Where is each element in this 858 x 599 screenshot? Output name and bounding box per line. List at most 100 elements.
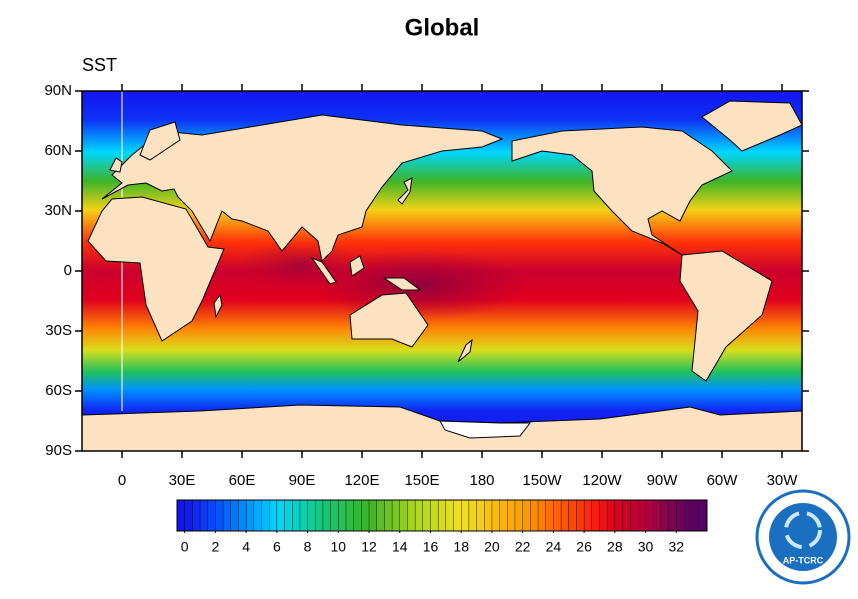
colorbar-box bbox=[322, 499, 332, 532]
colorbar-box bbox=[422, 499, 431, 532]
colorbar-box bbox=[668, 499, 677, 532]
colorbar-box bbox=[537, 499, 547, 532]
colorbar-label: 22 bbox=[515, 539, 531, 555]
colorbar-box bbox=[268, 499, 278, 532]
colorbar-box bbox=[215, 499, 224, 532]
colorbar-box bbox=[361, 499, 370, 532]
colorbar-box bbox=[345, 499, 355, 532]
colorbar-box bbox=[238, 499, 247, 532]
colorbar-box bbox=[284, 499, 293, 532]
colorbar-box bbox=[691, 499, 700, 532]
greenland bbox=[701, 100, 802, 152]
colorbar-label: 8 bbox=[304, 539, 312, 555]
colorbar-box bbox=[499, 499, 508, 532]
colorbar-label: 0 bbox=[181, 539, 189, 555]
colorbar-box bbox=[368, 499, 378, 532]
colorbar-box bbox=[560, 499, 570, 532]
colorbar: 0 2 4 6 8 10 12 14 16 18 20 22 24 26 28 30 32 bbox=[176, 499, 708, 555]
colorbar-label: 30 bbox=[638, 539, 654, 555]
colorbar-box bbox=[507, 499, 516, 532]
x-tick-label: 60W bbox=[707, 472, 739, 489]
new-zealand bbox=[457, 338, 473, 363]
x-tick-label: 180 bbox=[469, 472, 494, 489]
x-tick-label: 30W bbox=[767, 472, 799, 489]
y-tick-label: 30N bbox=[44, 202, 72, 219]
x-tick-label: 120E bbox=[344, 472, 379, 489]
colorbar-box bbox=[461, 499, 470, 532]
colorbar-box bbox=[299, 499, 309, 532]
map-title: Global bbox=[405, 14, 480, 41]
sumatra bbox=[310, 256, 337, 285]
ice-shelf bbox=[439, 420, 532, 439]
logo: AP-TCRC bbox=[755, 489, 851, 585]
colorbar-box bbox=[530, 499, 539, 532]
colorbar-box bbox=[176, 499, 186, 532]
colorbar-label: 4 bbox=[242, 539, 250, 555]
colorbar-box bbox=[353, 499, 362, 532]
colorbar-box bbox=[629, 499, 639, 532]
scandinavia bbox=[139, 121, 181, 161]
colorbar-label: 32 bbox=[668, 539, 684, 555]
borneo bbox=[349, 255, 365, 277]
south-america bbox=[679, 250, 773, 382]
colorbar-box bbox=[437, 499, 447, 532]
australia bbox=[349, 292, 429, 348]
logo-disc bbox=[769, 503, 837, 571]
colorbar-box bbox=[553, 499, 562, 532]
colorbar-label: 6 bbox=[273, 539, 281, 555]
colorbar-label: 16 bbox=[423, 539, 439, 555]
colorbar-box bbox=[606, 499, 616, 532]
colorbar-label: 28 bbox=[607, 539, 623, 555]
colorbar-box bbox=[407, 499, 416, 532]
colorbar-box bbox=[184, 499, 193, 532]
colorbar-box bbox=[583, 499, 593, 532]
colorbar-box bbox=[591, 499, 600, 532]
colorbar-box bbox=[222, 499, 232, 532]
colorbar-box bbox=[453, 499, 462, 532]
colorbar-box bbox=[384, 499, 393, 532]
colorbar-box bbox=[253, 499, 262, 532]
uk bbox=[109, 157, 123, 173]
colorbar-box bbox=[645, 499, 654, 532]
colorbar-label: 24 bbox=[546, 539, 562, 555]
colorbar-box bbox=[445, 499, 455, 532]
colorbar-box bbox=[614, 499, 624, 532]
colorbar-box bbox=[330, 499, 339, 532]
north-america bbox=[511, 126, 733, 256]
colorbar-label: 26 bbox=[576, 539, 592, 555]
map-area bbox=[82, 91, 802, 451]
colorbar-box bbox=[399, 499, 408, 532]
x-tick-label: 120W bbox=[582, 472, 622, 489]
colorbar-box bbox=[484, 499, 493, 532]
madagascar bbox=[213, 293, 223, 319]
x-tick-label: 60E bbox=[229, 472, 256, 489]
y-tick-label: 90S bbox=[45, 442, 72, 459]
eurasia bbox=[101, 114, 504, 263]
colorbar-box bbox=[276, 499, 286, 532]
colorbar-box bbox=[391, 499, 401, 532]
colorbar-box bbox=[653, 499, 662, 532]
y-tick-label: 60S bbox=[45, 382, 72, 399]
colorbar-box bbox=[468, 499, 478, 532]
colorbar-box bbox=[491, 499, 501, 532]
new-guinea bbox=[382, 277, 422, 291]
colorbar-box bbox=[430, 499, 439, 532]
colorbar-box bbox=[699, 499, 708, 532]
colorbar-box bbox=[230, 499, 239, 532]
colorbar-box bbox=[660, 499, 670, 532]
colorbar-box bbox=[207, 499, 216, 532]
colorbar-box bbox=[568, 499, 577, 532]
colorbar-box bbox=[476, 499, 485, 532]
x-tick-label: 30E bbox=[169, 472, 196, 489]
antarctica bbox=[82, 404, 802, 451]
x-tick-label: 0 bbox=[118, 472, 126, 489]
colorbar-box bbox=[637, 499, 647, 532]
colorbar-box bbox=[599, 499, 608, 532]
africa bbox=[87, 196, 225, 342]
colorbar-box bbox=[522, 499, 531, 532]
colorbar-label: 12 bbox=[361, 539, 377, 555]
colorbar-box bbox=[545, 499, 554, 532]
x-tick-label: 90E bbox=[289, 472, 316, 489]
colorbar-box bbox=[683, 499, 693, 532]
colorbar-box bbox=[261, 499, 270, 532]
